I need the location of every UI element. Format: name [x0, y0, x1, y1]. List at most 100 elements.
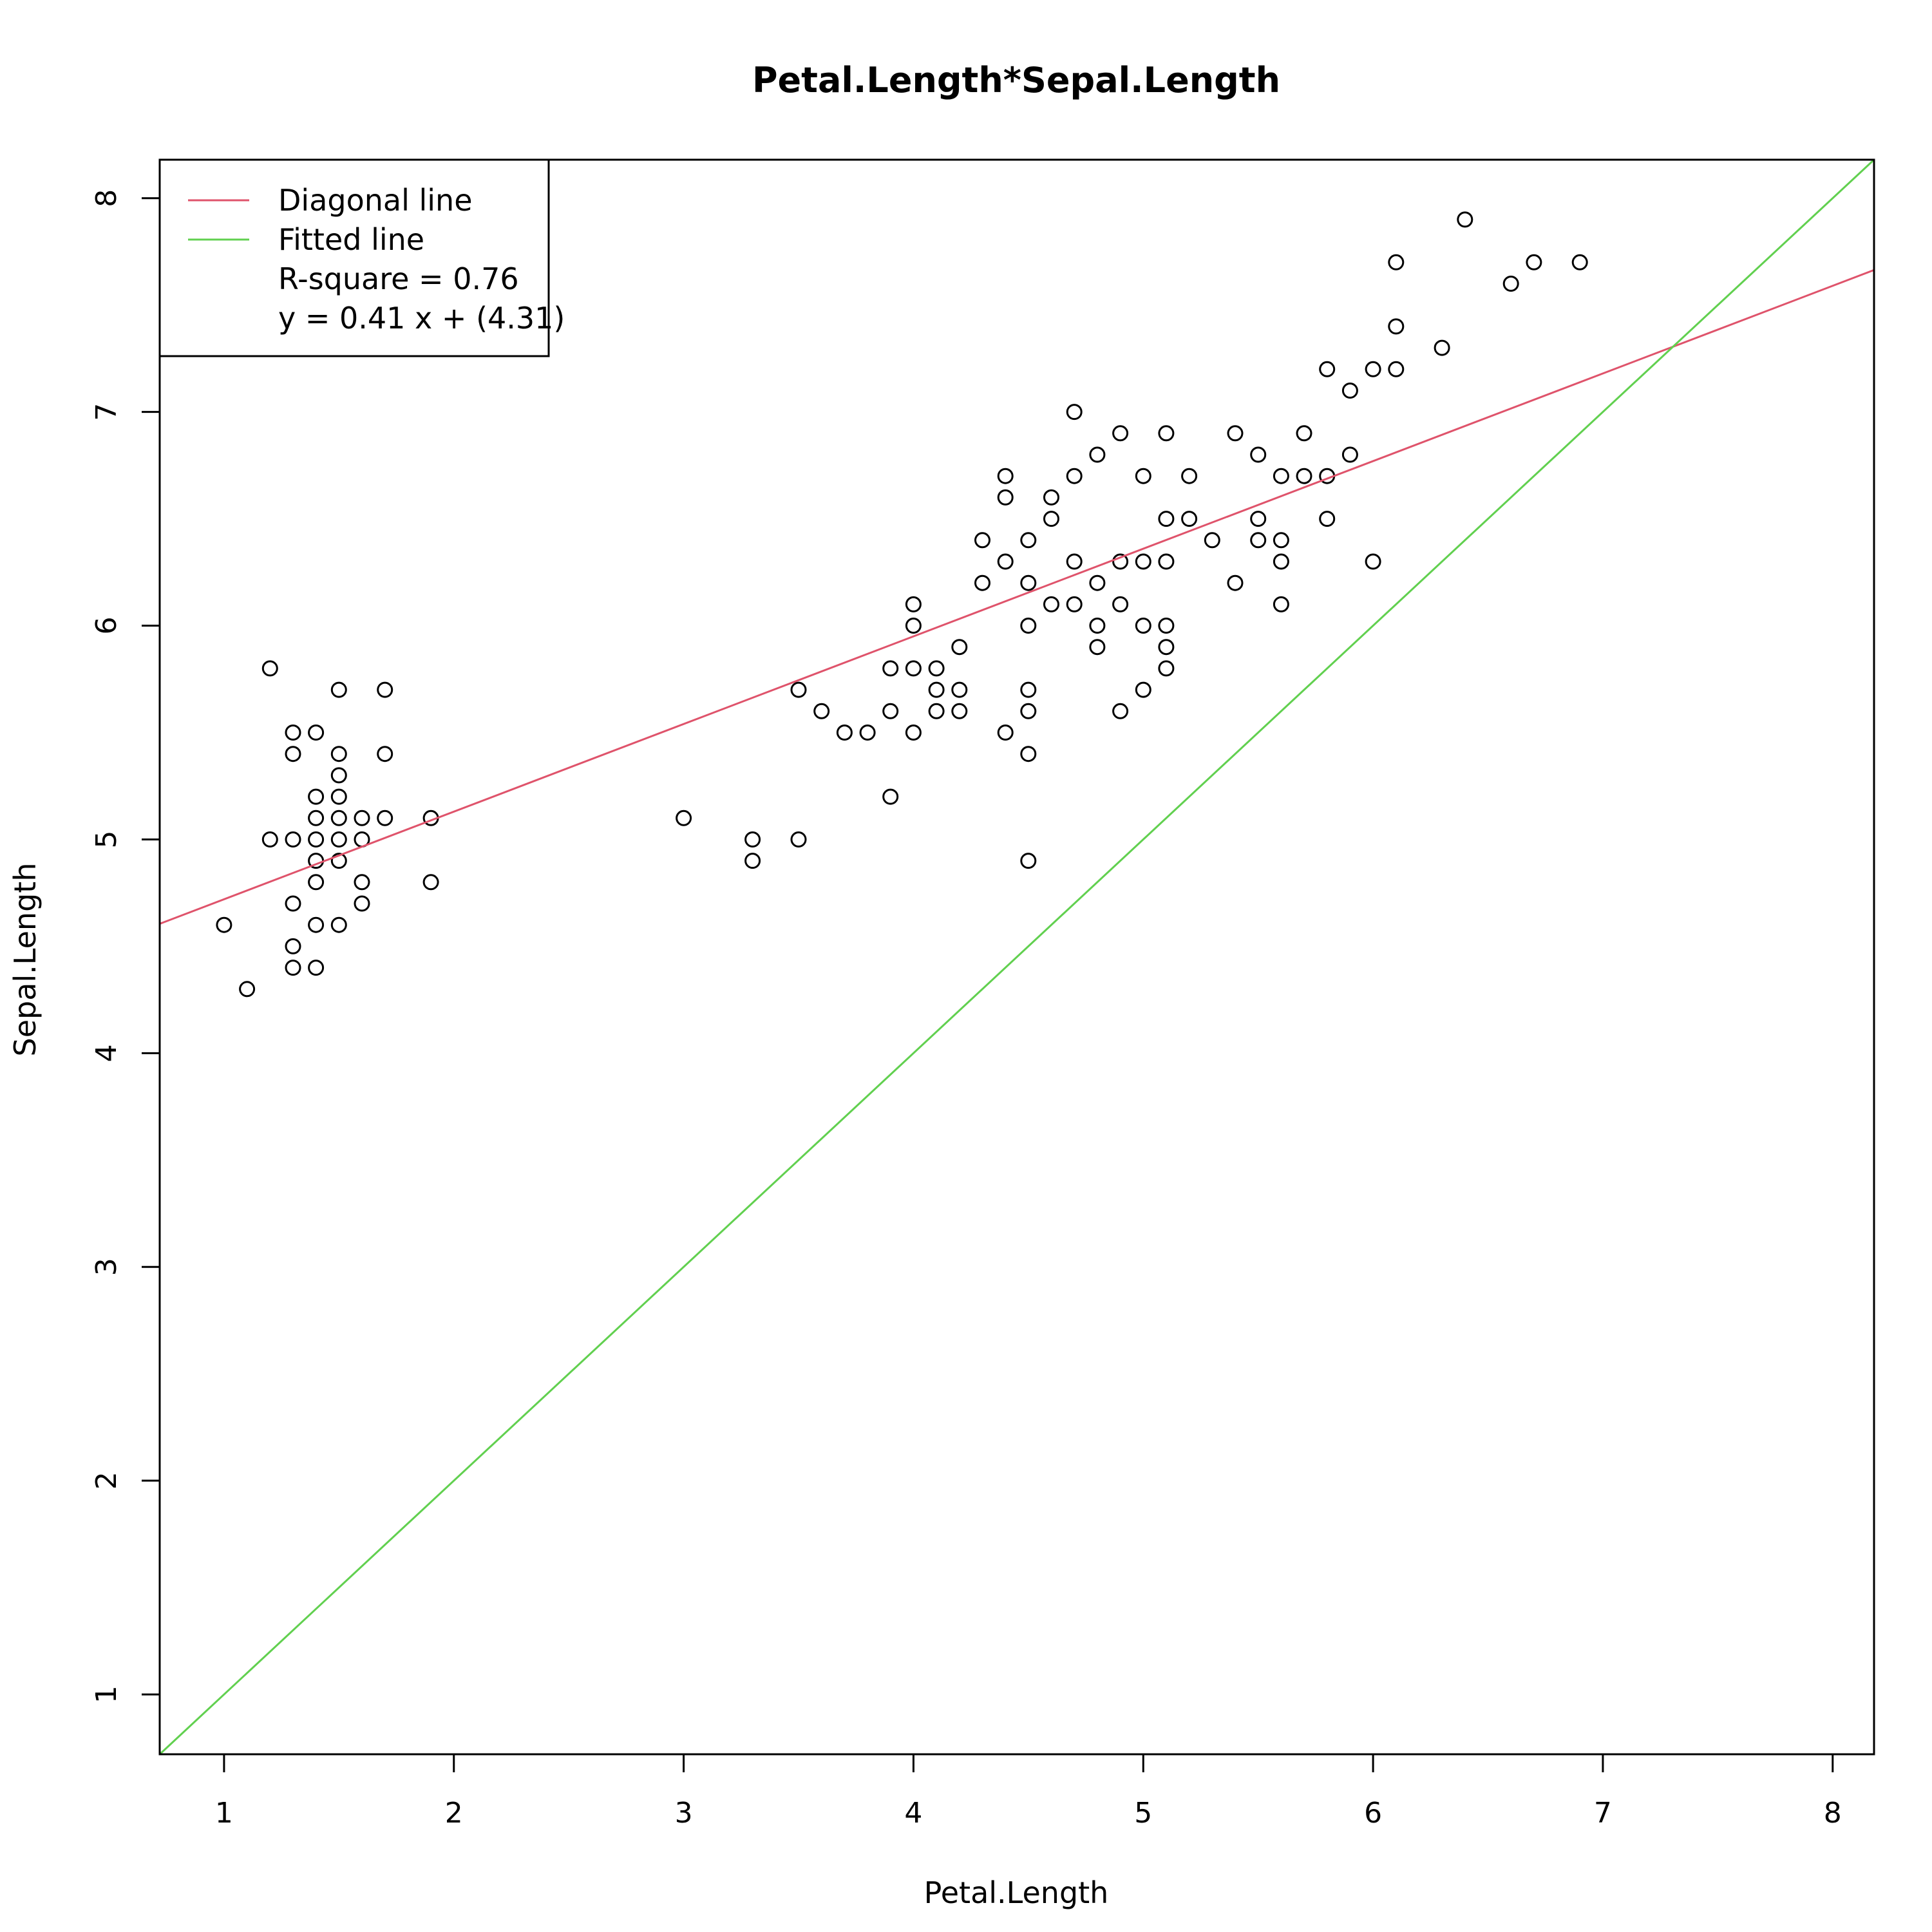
data-point: [813, 703, 830, 719]
data-point: [1296, 425, 1312, 442]
data-point: [1158, 660, 1175, 677]
data-point: [1112, 553, 1129, 570]
data-point: [285, 960, 301, 976]
data-point: [1135, 681, 1151, 698]
data-point: [1066, 404, 1083, 421]
legend-label-fitted: Fitted line: [278, 222, 424, 257]
x-axis-label: Petal.Length: [924, 1875, 1109, 1910]
data-point: [1066, 553, 1083, 570]
data-point: [1020, 681, 1037, 698]
data-point: [882, 660, 899, 677]
data-point: [330, 681, 347, 698]
legend-box: [158, 158, 550, 357]
legend-equation: y = 0.41 x + (4.31): [278, 301, 565, 336]
data-point: [744, 831, 761, 848]
data-point: [997, 724, 1014, 741]
data-point: [928, 660, 945, 677]
data-point: [1526, 254, 1542, 270]
data-point: [308, 916, 325, 933]
data-point: [882, 788, 899, 805]
data-point: [1296, 468, 1312, 484]
data-point: [859, 724, 876, 741]
x-tick-label: 4: [904, 1797, 922, 1830]
x-tick-label: 7: [1594, 1797, 1612, 1830]
data-point: [308, 874, 325, 891]
diagonal-line: [160, 160, 1874, 1754]
data-point: [308, 788, 325, 805]
data-point: [1502, 276, 1519, 292]
data-point: [330, 831, 347, 848]
data-point: [1135, 468, 1151, 484]
data-point: [1020, 532, 1037, 549]
data-point: [905, 660, 922, 677]
x-tick-label: 3: [675, 1797, 693, 1830]
data-point: [997, 553, 1014, 570]
plot-area: [160, 160, 1874, 1754]
data-point: [354, 874, 370, 891]
data-point: [1112, 596, 1129, 612]
data-points: [216, 211, 1588, 998]
y-axis: 1 2 3 4 5 6 7 8: [90, 189, 161, 1703]
data-point: [1227, 574, 1244, 591]
data-point: [1227, 425, 1244, 442]
data-point: [1250, 532, 1267, 549]
data-point: [308, 810, 325, 826]
data-point: [1319, 511, 1336, 527]
data-point: [354, 810, 370, 826]
data-point: [1089, 446, 1106, 463]
data-point: [285, 895, 301, 912]
data-point: [1181, 511, 1198, 527]
data-point: [951, 681, 968, 698]
data-point: [330, 853, 347, 869]
x-tick-label: 2: [445, 1797, 463, 1830]
data-point: [239, 981, 256, 998]
y-tick-label: 1: [90, 1685, 123, 1703]
data-point: [285, 724, 301, 741]
data-point: [1204, 532, 1220, 549]
data-point: [1319, 361, 1336, 377]
data-point: [285, 831, 301, 848]
data-point: [330, 810, 347, 826]
data-point: [1020, 703, 1037, 719]
legend: Diagonal line Fitted line R-square = 0.7…: [158, 158, 565, 357]
data-point: [928, 681, 945, 698]
data-point: [354, 895, 370, 912]
data-point: [1089, 639, 1106, 656]
y-tick-label: 6: [90, 617, 123, 635]
data-point: [1388, 254, 1405, 270]
data-point: [790, 681, 807, 698]
data-point: [974, 532, 990, 549]
data-point: [1158, 553, 1175, 570]
data-point: [905, 724, 922, 741]
x-tick-label: 8: [1824, 1797, 1842, 1830]
data-point: [836, 724, 853, 741]
data-point: [997, 468, 1014, 484]
data-point: [330, 746, 347, 762]
data-point: [377, 681, 393, 698]
data-point: [1158, 618, 1175, 634]
data-point: [1434, 339, 1450, 356]
data-point: [377, 746, 393, 762]
y-tick-label: 4: [90, 1044, 123, 1062]
data-point: [951, 703, 968, 719]
data-point: [744, 853, 761, 869]
data-point: [1158, 425, 1175, 442]
data-point: [1112, 425, 1129, 442]
data-point: [1365, 553, 1381, 570]
data-point: [951, 639, 968, 656]
data-point: [1043, 596, 1059, 612]
data-point: [1250, 511, 1267, 527]
data-point: [216, 916, 232, 933]
y-tick-label: 8: [90, 189, 123, 207]
data-point: [1341, 446, 1358, 463]
data-point: [1273, 553, 1289, 570]
fitted-line: [160, 269, 1874, 925]
data-point: [1388, 318, 1405, 335]
data-point: [1043, 511, 1059, 527]
legend-label-diagonal: Diagonal line: [278, 183, 473, 218]
data-point: [676, 810, 692, 826]
data-point: [1158, 511, 1175, 527]
y-tick-label: 5: [90, 830, 123, 848]
data-point: [1273, 468, 1289, 484]
